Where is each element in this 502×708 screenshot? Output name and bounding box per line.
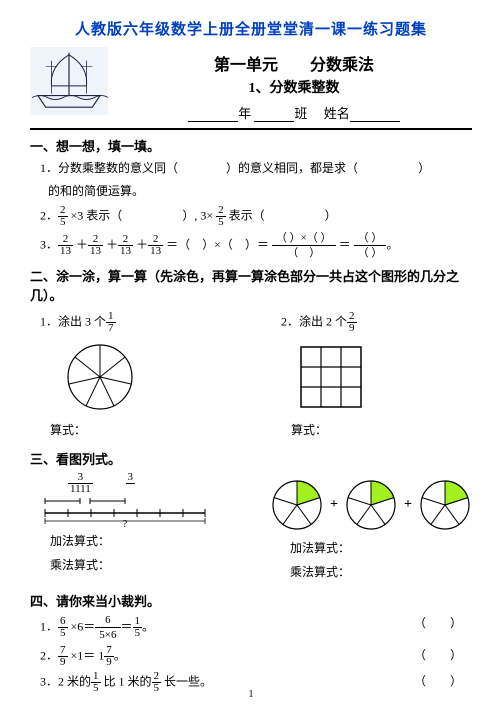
ship-icon [30, 47, 108, 115]
formula-1: 算式： [50, 420, 231, 440]
section-2-head: 二、涂一涂，算一算（先涂色，再算一算涂色部分一共占这个图形的几分之几）。 [30, 266, 472, 304]
name-line: 年 班 姓名 [116, 103, 472, 122]
svg-text:?: ? [123, 519, 128, 529]
formula-2: 算式： [291, 420, 472, 440]
section-4-head: 四、请你来当小裁判。 [30, 591, 472, 610]
pie-a-icon [270, 478, 324, 532]
q4-2: 2．79 ×1＝ 179。 （ ） [40, 645, 472, 668]
add-1: 加法算式： [50, 531, 230, 551]
header-row: 第一单元 分数乘法 1、分数乘整数 年 班 姓名 [30, 47, 472, 122]
mul-2: 乘法算式： [290, 562, 472, 582]
grid-9-icon [291, 337, 371, 417]
mul-1: 乘法算式： [50, 555, 230, 575]
main-title: 人教版六年级数学上册全册堂堂清一课一练习题集 [30, 18, 472, 39]
sub-title: 1、分数乘整数 [116, 77, 472, 97]
q2-2: 2．涂出 2 个29 [281, 311, 472, 334]
sec3-row: 31111 31 ? 加法算式： 乘法算式： [30, 472, 472, 585]
sec2-row: 1．涂出 3 个17 算式： 2．涂出 2 个29 算式： [30, 308, 472, 443]
q4-1: 1．65 ×6＝65×6＝15。 （ ） [40, 613, 472, 642]
pie-row: + + [270, 478, 472, 532]
q1-1b: 的和的简便运算。 [48, 181, 472, 201]
add-2: 加法算式： [290, 538, 472, 558]
page-number: 1 [0, 689, 502, 700]
number-line-icon: ? [40, 495, 210, 529]
section-3-head: 三、看图列式。 [30, 449, 472, 468]
q1-3: 3．213 ＋213 ＋213 ＋213 ＝（ ）×（ ）＝ （ ）×（ ）（ … [40, 231, 472, 260]
pie-c-icon [418, 478, 472, 532]
pie-7-icon [60, 337, 140, 417]
divider [30, 128, 472, 130]
unit-title: 第一单元 分数乘法 [116, 51, 472, 75]
q2-1: 1．涂出 3 个17 [40, 311, 231, 334]
q1-1: 1．分数乘整数的意义同（ ）的意义相同，都是求（ ） [40, 158, 472, 178]
num-line-labels: 31111 31 [50, 472, 230, 495]
pie-b-icon [344, 478, 398, 532]
q1-2: 2．25 ×3 表示（ ）, 3× 25 表示（ ） [40, 205, 472, 228]
section-1-head: 一、想一想，填一填。 [30, 136, 472, 155]
